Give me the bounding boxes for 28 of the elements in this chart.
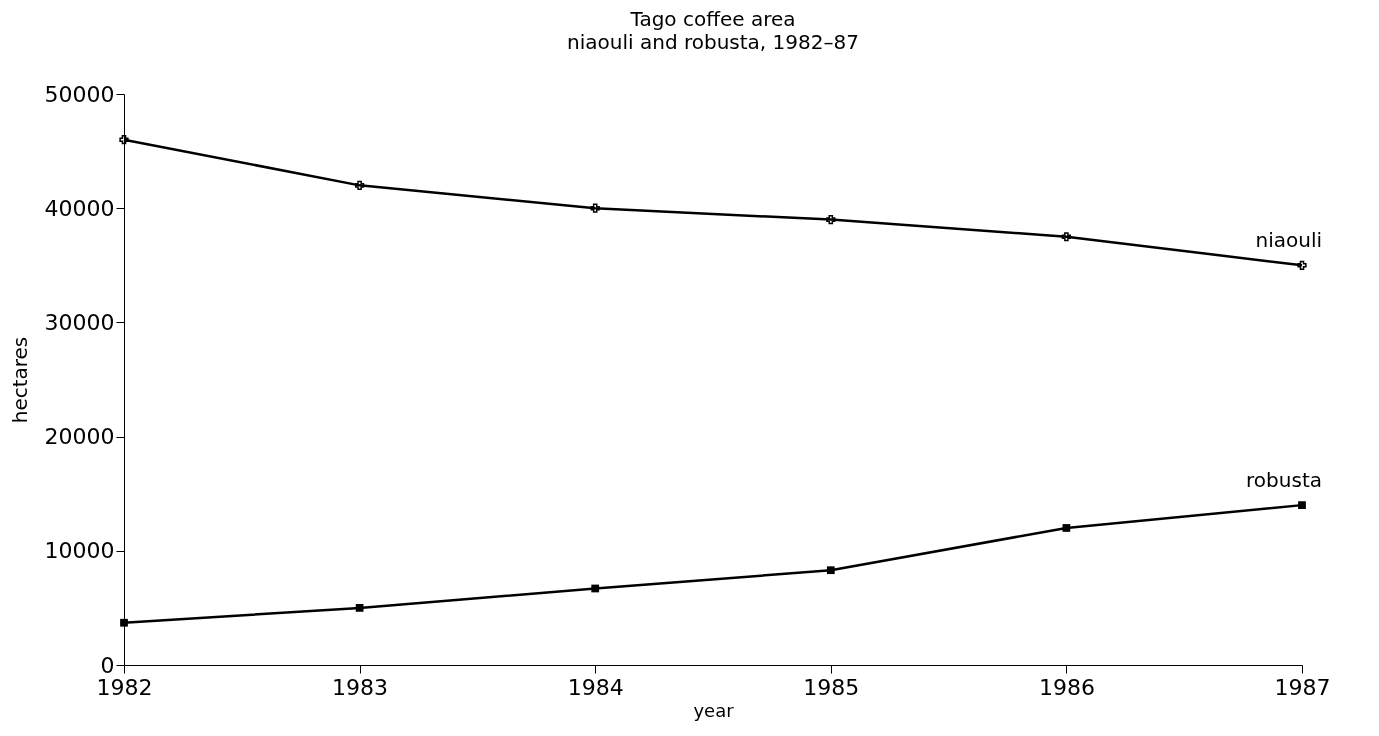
point	[826, 566, 835, 575]
series-label: niaouli	[1255, 228, 1322, 253]
point	[354, 180, 365, 190]
point	[590, 203, 600, 213]
chart-subtitle: niaouli and robusta, 1982–87	[567, 30, 859, 54]
x-tick-label: 1987	[1274, 674, 1331, 700]
chart-title: Tago coffee area	[629, 7, 796, 31]
point	[1061, 232, 1072, 242]
point	[119, 135, 129, 145]
x-tick-label: 1986	[1038, 674, 1095, 700]
point	[1297, 260, 1307, 270]
x-tick-label: 1985	[803, 674, 860, 700]
point	[355, 604, 364, 612]
x-tick-label: 1984	[567, 674, 624, 700]
series-label: robusta	[1246, 468, 1322, 493]
y-tick-label: 50000	[44, 81, 115, 107]
y-tick-label: 20000	[44, 424, 115, 450]
point	[591, 584, 600, 593]
point	[1298, 501, 1306, 509]
point	[1062, 524, 1071, 532]
y-tick-label: 40000	[44, 195, 115, 221]
y-axis-title: hectares	[7, 336, 32, 424]
point	[120, 618, 128, 627]
x-tick-label: 1983	[332, 674, 389, 700]
y-tick-label: 10000	[44, 538, 115, 564]
point	[826, 215, 836, 225]
y-tick-label: 30000	[44, 309, 115, 335]
x-axis-title: year	[693, 699, 735, 721]
